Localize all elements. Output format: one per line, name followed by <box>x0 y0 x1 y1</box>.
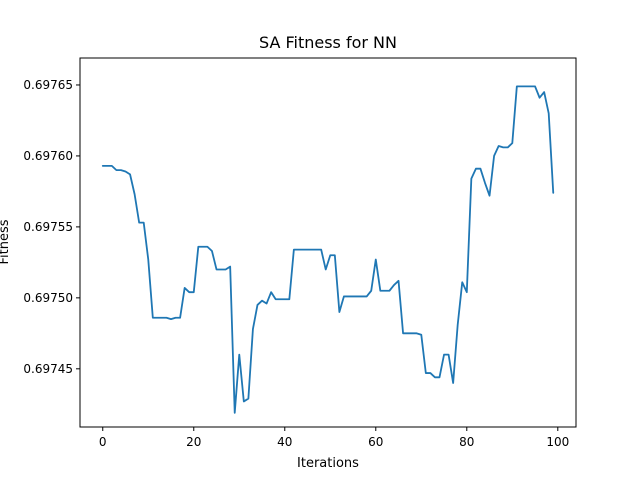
y-tick-label: 0.69760 <box>23 149 73 163</box>
x-tick-label: 20 <box>186 435 201 449</box>
y-tick-label: 0.69745 <box>23 362 73 376</box>
x-axis: 0 20 40 60 80 100 <box>99 427 569 449</box>
x-tick-label: 0 <box>99 435 107 449</box>
y-axis-label: Fitness <box>0 219 12 264</box>
plot-frame <box>79 57 577 428</box>
chart-title: SA Fitness for NN <box>259 33 397 52</box>
y-axis: 0.69745 0.69750 0.69755 0.69760 0.69765 <box>23 78 80 376</box>
y-tick-label: 0.69765 <box>23 78 73 92</box>
x-tick-label: 80 <box>459 435 474 449</box>
plot-area <box>79 57 577 428</box>
x-tick-label: 100 <box>546 435 569 449</box>
y-tick-label: 0.69750 <box>23 291 73 305</box>
x-tick-label: 60 <box>368 435 383 449</box>
fitness-line <box>101 85 555 414</box>
x-tick-label: 40 <box>277 435 292 449</box>
y-tick-label: 0.69755 <box>23 220 73 234</box>
x-axis-label: Iterations <box>297 456 359 471</box>
